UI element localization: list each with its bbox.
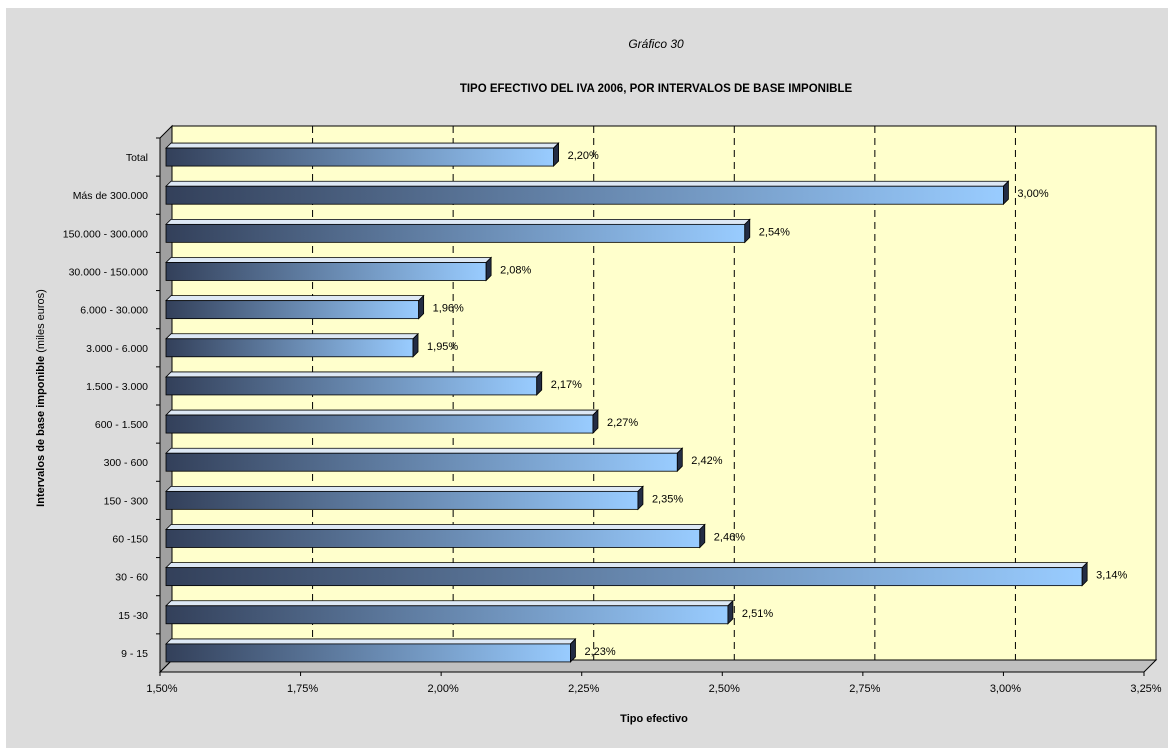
bar-end [485,256,492,282]
bar-end [553,142,559,168]
y-axis-label-rest: (miles euros) [35,289,47,356]
x-tick-label: 2,75% [849,683,880,695]
value-label: 2,17% [551,379,582,391]
bar-end [570,637,576,663]
value-label: 2,27% [607,417,638,429]
bar [165,262,487,281]
bar [165,490,639,510]
chart-svg: Gráfico 30 TIPO EFECTIVO DEL IVA 2006, P… [35,37,1162,725]
bar-end [592,409,599,435]
bar-top [165,218,751,225]
category-label: 150.000 - 300.000 [63,228,148,240]
x-axis-label: Tipo efectivo [620,713,688,725]
bar [165,338,414,358]
bar-top [165,600,734,607]
category-label: 30 - 60 [115,572,148,584]
chart-title: TIPO EFECTIVO DEL IVA 2006, POR INTERVAL… [460,83,853,95]
y-axis-label-bold: Intervalos de base imponible [35,356,47,507]
x-tick-label: 3,00% [990,683,1021,695]
value-labels: 2,20% 3,00% 2,54% 2,08% 1,96% 1,95% 2,17% 2,27%… [427,150,1128,658]
value-label: 2,23% [584,646,615,658]
x-tick-label: 2,00% [428,683,459,695]
value-label: 3,00% [1017,188,1048,200]
x-tick-label: 1,50% [146,683,177,695]
bar-top [165,180,1010,187]
category-label: 150 - 300 [104,495,149,507]
category-labels: Total Más de 300.000 150.000 - 300.000 30.0… [63,137,160,660]
bar-top [165,333,419,340]
bar [165,300,420,320]
bar-top [165,447,684,454]
bar-top [165,638,577,645]
value-label: 2,51% [742,608,773,620]
bar-top [165,562,1089,569]
bar [165,376,538,396]
x-tick-label: 1,75% [287,683,318,695]
category-label: 300 - 600 [104,457,149,469]
value-label: 2,20% [568,150,599,162]
value-label: 2,08% [500,265,531,277]
value-label: 3,14% [1096,570,1127,582]
bar-top [165,257,493,263]
x-tick-label: 2,25% [568,683,599,695]
value-label: 2,35% [652,493,683,505]
bar-top [165,142,560,149]
category-label: 6.000 - 30.000 [80,305,148,317]
bar-end [727,599,734,625]
bar [165,147,555,167]
category-label: 30.000 - 150.000 [69,267,149,279]
bars [165,142,1089,663]
bar [165,643,571,663]
bar [165,605,729,625]
x-tick-label: 3,25% [1130,683,1161,695]
bar-top [165,485,644,492]
category-label: Total [126,152,148,164]
bar-top [165,371,543,378]
chart-supertitle: Gráfico 30 [628,37,684,51]
value-label: 2,46% [714,532,745,544]
bar [165,223,746,243]
bar-top [165,524,706,530]
category-label: 60 -150 [112,534,148,546]
category-label: 600 - 1.500 [95,419,148,431]
x-tick-label: 2,50% [709,683,740,695]
bar [165,529,701,548]
value-label: 2,54% [759,226,790,238]
category-label: 3.000 - 6.000 [86,343,148,355]
bar-top [165,295,425,302]
bar [165,452,678,472]
bar-end [1081,561,1088,587]
value-label: 1,96% [433,303,464,315]
plot-side-wall [159,124,173,674]
value-label: 1,95% [427,341,458,353]
bar-end [699,523,706,549]
bar-end [536,370,543,396]
bar-end [1003,180,1009,206]
bar-top [165,409,599,416]
bar-end [676,447,683,473]
bar-end [418,294,425,320]
bar [165,185,1004,205]
x-axis-ticks: 1,50% 1,75% 2,00% 2,25% 2,50% 2,75% 3,00% 3,25% [146,672,1162,695]
bar-end [744,218,751,244]
bar-end [637,485,644,511]
bar [165,414,594,434]
bar [165,567,1083,587]
category-label: 9 - 15 [121,648,148,660]
category-label: 15 -30 [118,610,148,622]
category-label: 1.500 - 3.000 [86,381,148,393]
category-label: Más de 300.000 [73,190,148,202]
y-axis-label: Intervalos de base imponible (miles euro… [35,289,47,507]
value-label: 2,42% [691,455,722,467]
chart-frame: Gráfico 30 TIPO EFECTIVO DEL IVA 2006, P… [6,8,1168,748]
bar-end [412,332,419,358]
